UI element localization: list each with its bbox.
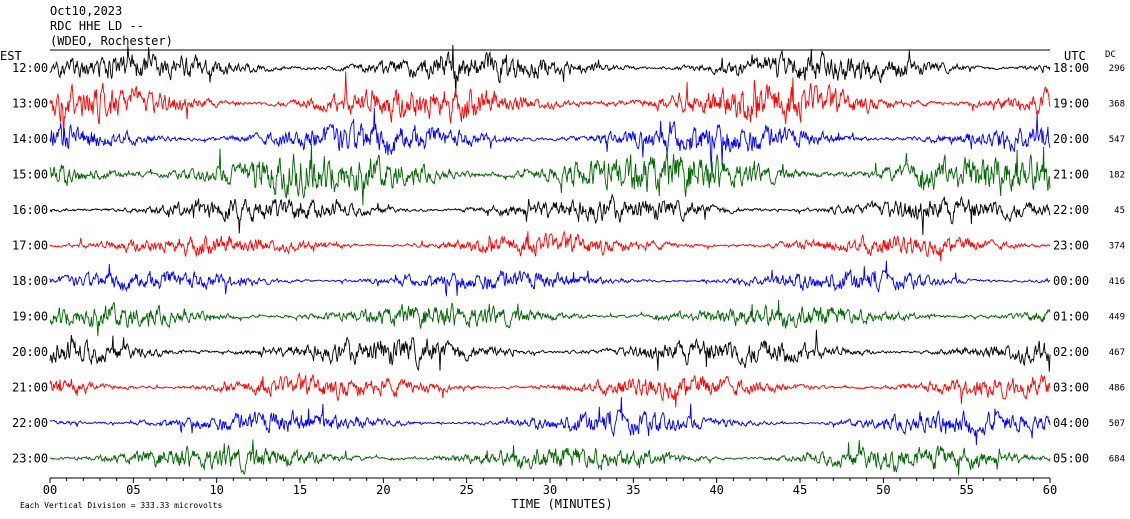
x-tick-label: 10 [209, 483, 223, 497]
utc-hour-label: 05:00 [1053, 452, 1089, 466]
utc-hour-label: 02:00 [1053, 345, 1089, 359]
seismic-trace-1400 [49, 107, 1051, 169]
x-tick-label: 40 [709, 483, 723, 497]
x-tick-label: 30 [543, 483, 557, 497]
seismic-trace-1700 [49, 230, 1051, 262]
seismic-trace-1600 [49, 193, 1051, 236]
est-axis-label: EST [0, 49, 22, 63]
seismic-trace-2300 [49, 439, 1051, 476]
est-hour-label: 23:00 [12, 452, 48, 466]
seismic-trace-1200 [49, 44, 1051, 97]
x-tick-label: 25 [459, 483, 473, 497]
est-hour-label: 19:00 [12, 310, 48, 324]
dc-offset-label: 449 [1109, 313, 1125, 323]
dc-offset-label: 182 [1109, 171, 1125, 181]
x-tick-label: 45 [793, 483, 807, 497]
seismic-trace-1800 [49, 260, 1051, 297]
dc-offset-label: 45 [1114, 206, 1125, 216]
utc-hour-label: 20:00 [1053, 132, 1089, 146]
x-tick-label: 05 [126, 483, 140, 497]
utc-axis-label: UTC [1064, 49, 1086, 63]
x-tick-label: 60 [1043, 483, 1057, 497]
est-hour-label: 17:00 [12, 239, 48, 253]
x-tick-label: 20 [376, 483, 390, 497]
seismic-trace-2100 [49, 371, 1051, 408]
x-tick-label: 15 [293, 483, 307, 497]
est-hour-label: 15:00 [12, 168, 48, 182]
utc-hour-label: 23:00 [1053, 239, 1089, 253]
x-axis-title: TIME (MINUTES) [511, 497, 612, 511]
dc-offset-label: 486 [1109, 384, 1125, 394]
header-date: Oct10,2023 [50, 4, 123, 18]
utc-hour-label: 19:00 [1053, 97, 1089, 111]
dc-offset-label: 507 [1109, 419, 1125, 429]
dc-offset-label: 547 [1109, 135, 1125, 145]
row-labels: 12:00 18:00 296 13:00 19:00 368 14:00 20:00 547 1… [12, 61, 1125, 466]
x-tick-label: 50 [876, 483, 890, 497]
dc-axis-label: DC [1105, 50, 1116, 60]
x-ticks: 00 05 10 15 20 25 30 35 40 45 50 55 60 [43, 478, 1057, 497]
dc-offset-label: 368 [1109, 100, 1125, 110]
utc-hour-label: 00:00 [1053, 274, 1089, 288]
dc-offset-label: 374 [1109, 242, 1125, 252]
header-source: (WDEO, Rochester) [50, 34, 173, 48]
dc-offset-label: 684 [1109, 455, 1125, 465]
est-hour-label: 16:00 [12, 203, 48, 217]
est-hour-label: 13:00 [12, 97, 48, 111]
utc-hour-label: 01:00 [1053, 310, 1089, 324]
utc-hour-label: 22:00 [1053, 203, 1089, 217]
est-hour-label: 22:00 [12, 416, 48, 430]
est-hour-label: 21:00 [12, 381, 48, 395]
est-hour-label: 18:00 [12, 274, 48, 288]
seismic-trace-1300 [49, 71, 1051, 141]
utc-hour-label: 04:00 [1053, 416, 1089, 430]
est-hour-label: 12:00 [12, 61, 48, 75]
header-channel: RDC HHE LD -- [50, 19, 144, 33]
seismic-trace-1500 [49, 143, 1051, 206]
utc-hour-label: 21:00 [1053, 168, 1089, 182]
trace-group [49, 44, 1051, 476]
utc-hour-label: 03:00 [1053, 381, 1089, 395]
est-hour-label: 20:00 [12, 345, 48, 359]
dc-offset-label: 416 [1109, 277, 1125, 287]
x-tick-label: 35 [626, 483, 640, 497]
est-hour-label: 14:00 [12, 132, 48, 146]
x-tick-label: 00 [43, 483, 57, 497]
x-tick-label: 55 [959, 483, 973, 497]
seismic-trace-2000 [49, 329, 1051, 372]
dc-offset-label: 467 [1109, 348, 1125, 358]
dc-offset-label: 296 [1109, 64, 1125, 74]
seismic-trace-2200 [49, 397, 1051, 446]
seismic-trace-1900 [49, 299, 1051, 337]
footer-scale-note: Each Vertical Division = 333.33 microvol… [20, 501, 222, 510]
utc-hour-label: 18:00 [1053, 61, 1089, 75]
